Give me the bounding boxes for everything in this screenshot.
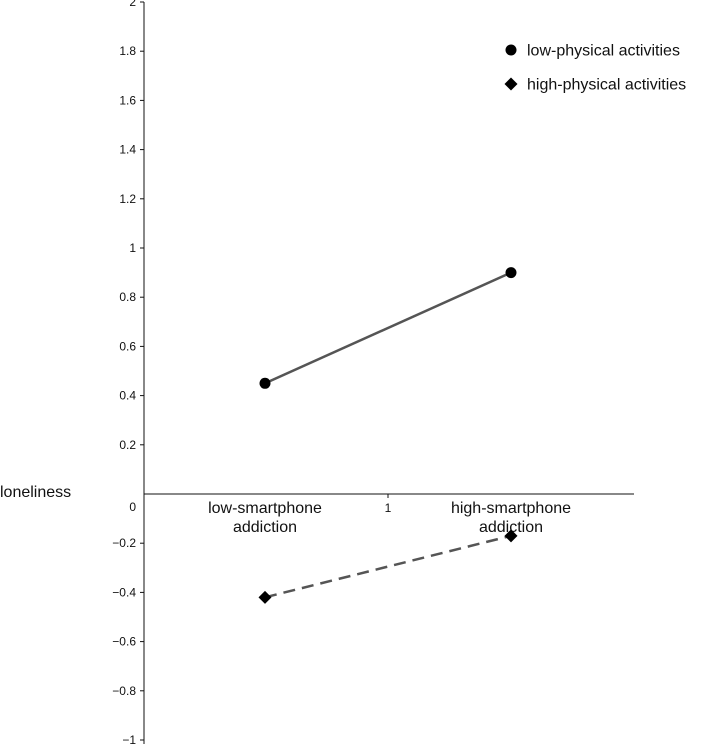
- y-tick-label: 1.2: [119, 192, 136, 206]
- y-tick-label: −0.6: [112, 635, 136, 649]
- x-axis: 1 low-smartphone addiction high-smartphone a…: [144, 493, 634, 536]
- x-category-label: addiction: [233, 519, 297, 536]
- x-category-label: high-smartphone: [451, 500, 571, 517]
- legend-label: high-physical activities: [527, 77, 686, 94]
- series-line: [264, 271, 512, 385]
- x-category-label: addiction: [479, 519, 543, 536]
- y-tick-label: 1: [129, 241, 136, 255]
- y-axis-title: loneliness: [0, 484, 71, 501]
- data-point-circle: [505, 267, 517, 279]
- legend: low-physical activities high-physical act…: [504, 43, 686, 94]
- legend-marker-diamond: [504, 77, 518, 91]
- data-point-diamond: [504, 529, 518, 543]
- data-point-circle: [259, 377, 271, 389]
- series-line: [264, 534, 512, 599]
- y-tick-label: 0.8: [119, 290, 136, 304]
- legend-label: low-physical activities: [527, 43, 680, 60]
- x-mid-tick-label: 1: [385, 501, 392, 515]
- legend-marker-circle: [505, 44, 517, 56]
- y-tick-label: 0.6: [119, 339, 136, 353]
- y-tick-label: 1.6: [119, 93, 136, 107]
- y-tick-label: −0.4: [112, 585, 136, 599]
- y-tick-label: 1.4: [119, 143, 136, 157]
- y-axis: 2 1.8 1.6 1.4 1.2 1 0.8 0.6 0.4 0.2 0 −0.2 −0.4 −0.6 −…: [112, 0, 145, 747]
- y-tick-label: −1: [122, 733, 136, 747]
- x-category-label: low-smartphone: [208, 500, 322, 517]
- y-tick-label: 2: [129, 0, 136, 9]
- data-point-diamond: [258, 590, 272, 604]
- y-tick-label: 0: [129, 500, 136, 514]
- y-tick-label: 1.8: [119, 44, 136, 58]
- y-tick-label: −0.2: [112, 536, 136, 550]
- series-layer: [258, 267, 518, 604]
- y-tick-label: 0.2: [119, 438, 136, 452]
- y-tick-label: −0.8: [112, 684, 136, 698]
- y-tick-label: 0.4: [119, 389, 136, 403]
